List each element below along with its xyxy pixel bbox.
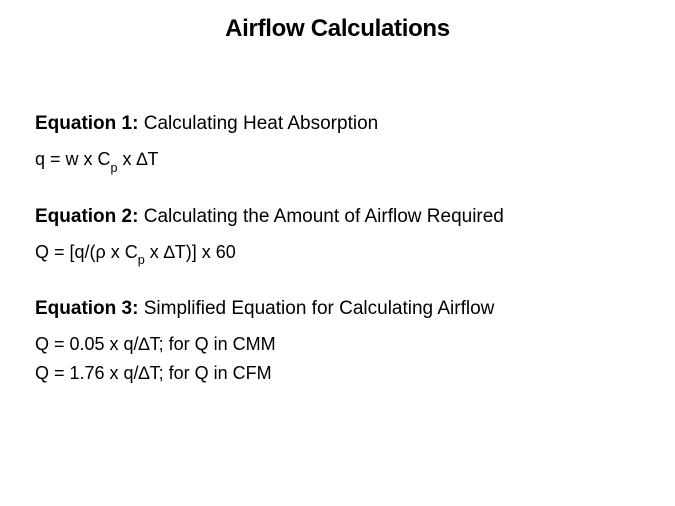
page-title: Airflow Calculations [35,15,640,43]
equation-2-block: Equation 2: Calculating the Amount of Ai… [35,206,640,269]
equation-2-label: Equation 2: [35,206,138,227]
equation-3-formula-2: Q = 1.76 x q/∆T; for Q in CFM [35,359,640,388]
eq1-sub: p [111,161,118,175]
equation-3-header: Equation 3: Simplified Equation for Calc… [35,298,640,320]
equation-1-block: Equation 1: Calculating Heat Absorption … [35,113,640,176]
equation-3-desc: Simplified Equation for Calculating Airf… [138,298,494,319]
equation-3-label: Equation 3: [35,298,138,319]
equation-2-formula: Q = [q/(ρ x Cp x ∆T)] x 60 [35,238,640,269]
equation-1-formula: q = w x Cp x ∆T [35,145,640,176]
eq2-sub: p [138,253,145,267]
equation-1-desc: Calculating Heat Absorption [138,113,378,134]
equation-2-header: Equation 2: Calculating the Amount of Ai… [35,206,640,228]
equation-1-label: Equation 1: [35,113,138,134]
equation-1-header: Equation 1: Calculating Heat Absorption [35,113,640,135]
equation-3-block: Equation 3: Simplified Equation for Calc… [35,298,640,388]
eq1-pre: q = w x C [35,149,111,169]
eq2-pre: Q = [q/(ρ x C [35,242,138,262]
eq2-post: x ∆T)] x 60 [145,242,236,262]
equation-3-formula-1: Q = 0.05 x q/∆T; for Q in CMM [35,330,640,359]
eq1-post: x ∆T [118,149,159,169]
equation-2-desc: Calculating the Amount of Airflow Requir… [138,206,503,227]
